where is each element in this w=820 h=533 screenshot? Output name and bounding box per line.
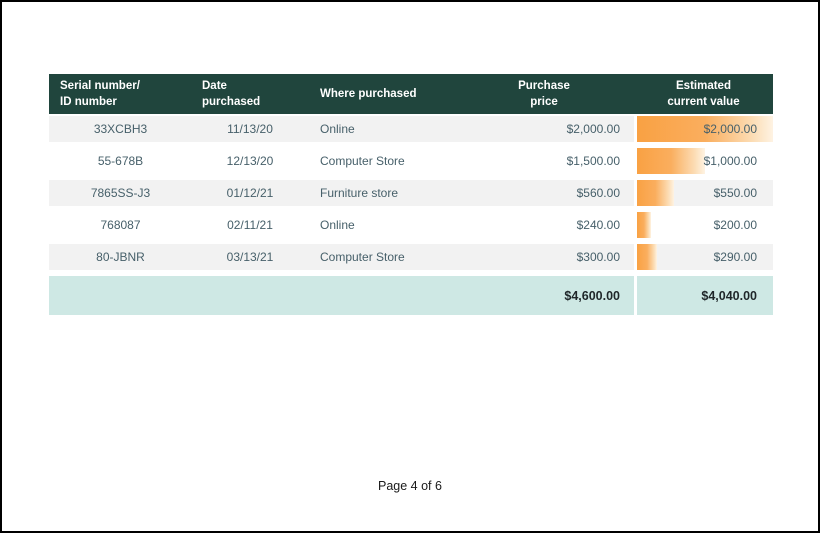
totals-empty-cell [308, 276, 454, 315]
total-estimated-value: $4,040.00 [634, 276, 773, 315]
estimated-value-text: $550.00 [713, 186, 757, 200]
estimated-value-text: $1,000.00 [703, 154, 757, 168]
column-header-estimated-current-value: Estimated current value [634, 74, 773, 116]
header-line: Where purchased [320, 88, 417, 100]
cell-estimated-value: $550.00 [634, 180, 773, 212]
cell-serial-number: 33XCBH3 [49, 116, 192, 148]
cell-purchase-price: $1,500.00 [454, 148, 634, 180]
header-line: Serial number/ [60, 80, 140, 92]
header-line: Estimated [676, 80, 731, 92]
cell-estimated-value: $1,000.00 [634, 148, 773, 180]
estimated-value-text: $290.00 [713, 250, 757, 264]
inventory-table: Serial number/ ID number Date purchased … [49, 74, 773, 315]
estimated-value-text: $200.00 [713, 218, 757, 232]
cell-date-purchased: 11/13/20 [192, 116, 308, 148]
totals-empty-cell [49, 276, 192, 315]
cell-serial-number: 55-678B [49, 148, 192, 180]
value-data-bar [637, 212, 651, 238]
value-data-bar [637, 244, 657, 270]
cell-estimated-value: $200.00 [634, 212, 773, 244]
cell-estimated-value: $290.00 [634, 244, 773, 276]
cell-serial-number: 7865SS-J3 [49, 180, 192, 212]
table-row: 33XCBH3 11/13/20 Online $2,000.00 $2,000… [49, 116, 773, 148]
total-purchase-price: $4,600.00 [454, 276, 634, 315]
inventory-table-container: Serial number/ ID number Date purchased … [49, 74, 773, 315]
totals-empty-cell [192, 276, 308, 315]
header-line: price [530, 96, 558, 108]
value-data-bar [637, 116, 773, 142]
header-line: Date [202, 80, 227, 92]
page-number-footer: Page 4 of 6 [378, 479, 442, 493]
column-header-where-purchased: Where purchased [308, 74, 454, 116]
table-row: 55-678B 12/13/20 Computer Store $1,500.0… [49, 148, 773, 180]
header-line: purchased [202, 96, 261, 108]
cell-where-purchased: Online [308, 212, 454, 244]
cell-date-purchased: 12/13/20 [192, 148, 308, 180]
cell-where-purchased: Furniture store [308, 180, 454, 212]
table-row: 7865SS-J3 01/12/21 Furniture store $560.… [49, 180, 773, 212]
cell-estimated-value: $2,000.00 [634, 116, 773, 148]
cell-date-purchased: 02/11/21 [192, 212, 308, 244]
column-header-serial-number: Serial number/ ID number [49, 74, 192, 116]
cell-purchase-price: $300.00 [454, 244, 634, 276]
cell-serial-number: 80-JBNR [49, 244, 192, 276]
totals-row: $4,600.00 $4,040.00 [49, 276, 773, 315]
header-line: Purchase [518, 80, 570, 92]
cell-purchase-price: $560.00 [454, 180, 634, 212]
cell-where-purchased: Computer Store [308, 244, 454, 276]
cell-purchase-price: $2,000.00 [454, 116, 634, 148]
value-data-bar [637, 180, 675, 206]
column-header-purchase-price: Purchase price [454, 74, 634, 116]
estimated-value-text: $2,000.00 [703, 122, 757, 136]
cell-date-purchased: 03/13/21 [192, 244, 308, 276]
cell-purchase-price: $240.00 [454, 212, 634, 244]
header-line: ID number [60, 96, 117, 108]
table-header-row: Serial number/ ID number Date purchased … [49, 74, 773, 116]
cell-where-purchased: Computer Store [308, 148, 454, 180]
header-line: current value [667, 96, 740, 108]
cell-serial-number: 768087 [49, 212, 192, 244]
cell-date-purchased: 01/12/21 [192, 180, 308, 212]
cell-where-purchased: Online [308, 116, 454, 148]
column-header-date-purchased: Date purchased [192, 74, 308, 116]
value-data-bar [637, 148, 705, 174]
table-row: 768087 02/11/21 Online $240.00 $200.00 [49, 212, 773, 244]
table-row: 80-JBNR 03/13/21 Computer Store $300.00 … [49, 244, 773, 276]
